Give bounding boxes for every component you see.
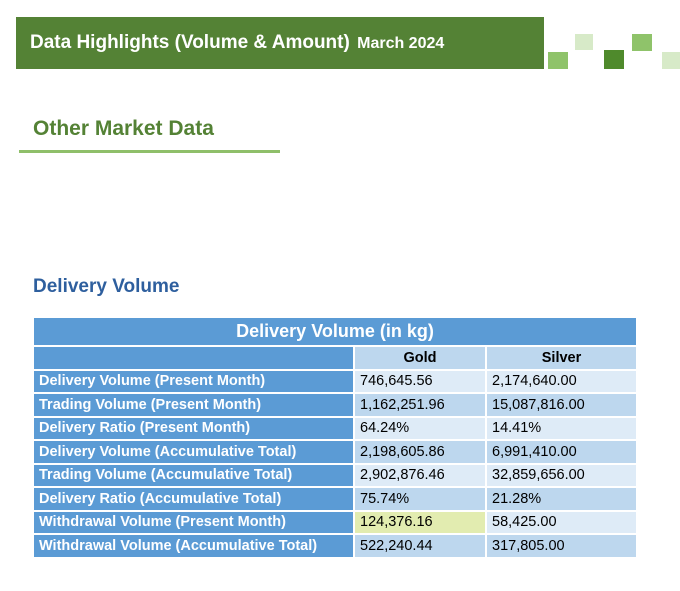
silver-value: 6,991,410.00 <box>485 439 638 465</box>
table-row: Delivery Ratio (Present Month) 64.24% 14… <box>32 415 638 441</box>
decor-square <box>632 34 652 51</box>
table-row: Delivery Volume (Accumulative Total) 2,1… <box>32 439 638 465</box>
table-title: Delivery Volume (in kg) <box>32 316 638 347</box>
decor-square <box>575 34 593 50</box>
subsection-title: Delivery Volume <box>33 276 180 297</box>
decor-square <box>604 50 624 69</box>
gold-value: 2,902,876.46 <box>353 462 487 488</box>
table-row: Trading Volume (Present Month) 1,162,251… <box>32 392 638 418</box>
silver-value: 32,859,656.00 <box>485 462 638 488</box>
gold-value: 2,198,605.86 <box>353 439 487 465</box>
table-row: Withdrawal Volume (Present Month) 124,37… <box>32 509 638 535</box>
gold-value: 746,645.56 <box>353 368 487 394</box>
table-row: Trading Volume (Accumulative Total) 2,90… <box>32 462 638 488</box>
table-title-row: Delivery Volume (in kg) <box>32 316 638 347</box>
silver-value: 317,805.00 <box>485 533 638 559</box>
table-header-blank <box>32 345 355 371</box>
row-label: Trading Volume (Present Month) <box>32 392 355 418</box>
silver-value: 2,174,640.00 <box>485 368 638 394</box>
header-banner: Data Highlights (Volume & Amount) March … <box>16 17 544 69</box>
column-header-gold: Gold <box>353 345 487 371</box>
delivery-volume-table: Delivery Volume (in kg) Gold Silver Deli… <box>32 316 638 559</box>
table-row: Withdrawal Volume (Accumulative Total) 5… <box>32 533 638 559</box>
section-divider <box>19 150 280 153</box>
banner-title-text: Data Highlights (Volume & Amount) <box>30 32 350 53</box>
table-row: Delivery Volume (Present Month) 746,645.… <box>32 368 638 394</box>
row-label: Withdrawal Volume (Present Month) <box>32 509 355 535</box>
banner-date: March 2024 <box>357 35 445 52</box>
gold-value: 75.74% <box>353 486 487 512</box>
silver-value: 15,087,816.00 <box>485 392 638 418</box>
gold-value: 1,162,251.96 <box>353 392 487 418</box>
gold-value: 64.24% <box>353 415 487 441</box>
row-label: Trading Volume (Accumulative Total) <box>32 462 355 488</box>
table-header-row: Gold Silver <box>32 345 638 371</box>
row-label: Delivery Ratio (Accumulative Total) <box>32 486 355 512</box>
silver-value: 58,425.00 <box>485 509 638 535</box>
silver-value: 21.28% <box>485 486 638 512</box>
gold-value: 522,240.44 <box>353 533 487 559</box>
table-row: Delivery Ratio (Accumulative Total) 75.7… <box>32 486 638 512</box>
row-label: Delivery Volume (Accumulative Total) <box>32 439 355 465</box>
gold-value-highlighted: 124,376.16 <box>353 509 487 535</box>
row-label: Delivery Volume (Present Month) <box>32 368 355 394</box>
decor-square <box>662 52 680 69</box>
section-title: Other Market Data <box>33 117 214 140</box>
column-header-silver: Silver <box>485 345 638 371</box>
banner-title: Data Highlights (Volume & Amount) March … <box>30 32 444 54</box>
row-label: Withdrawal Volume (Accumulative Total) <box>32 533 355 559</box>
decor-square <box>548 52 568 69</box>
silver-value: 14.41% <box>485 415 638 441</box>
row-label: Delivery Ratio (Present Month) <box>32 415 355 441</box>
